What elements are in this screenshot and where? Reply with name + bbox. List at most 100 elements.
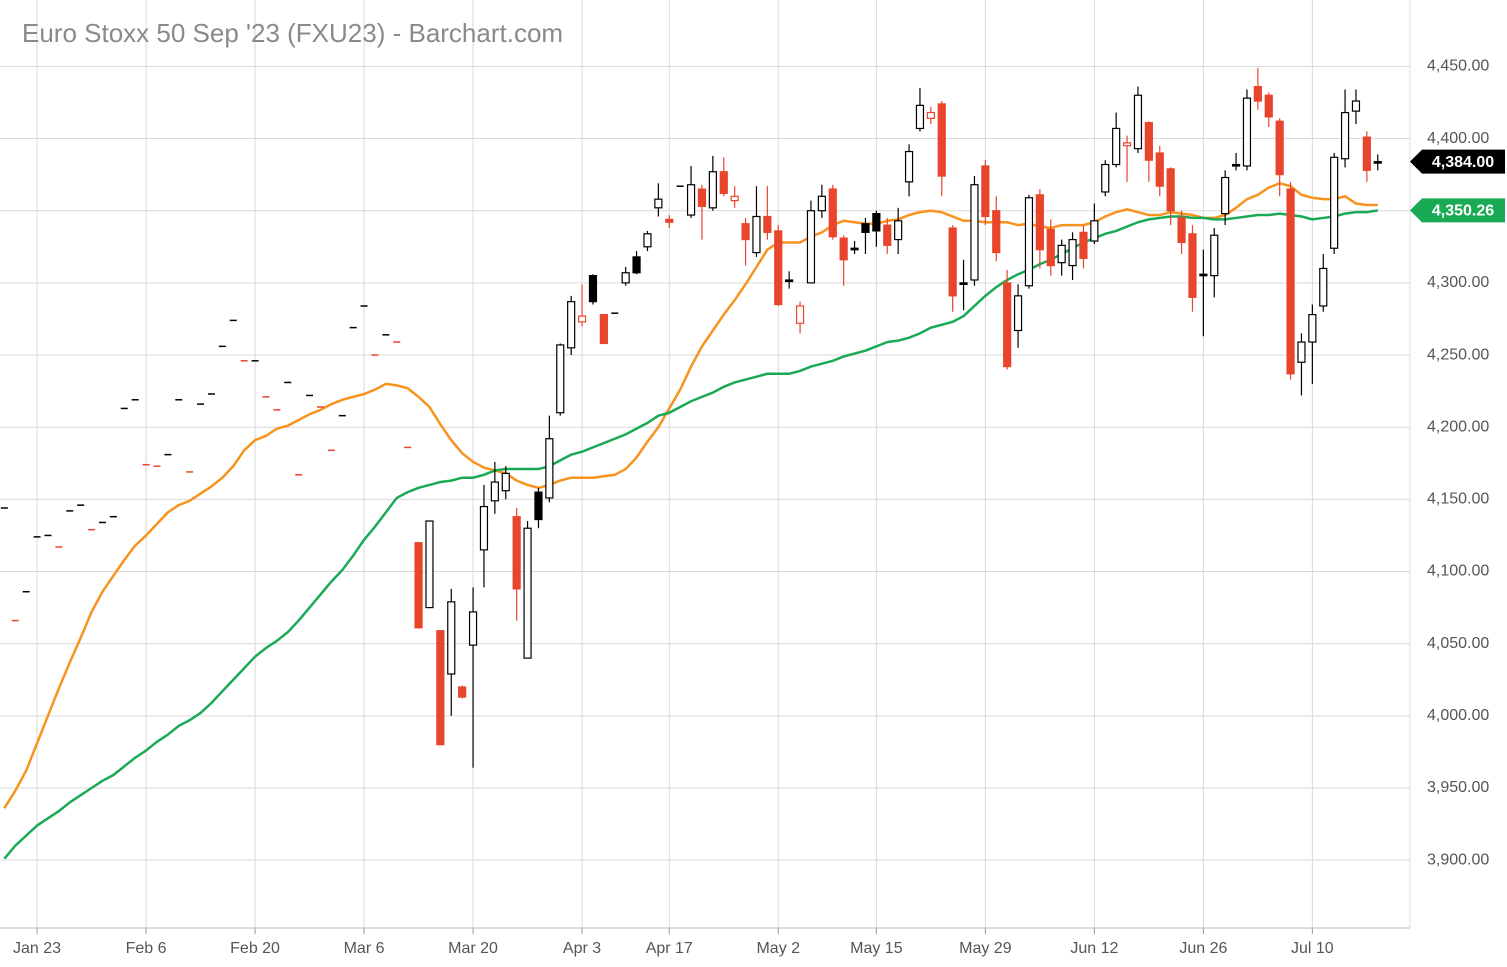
candle-body (665, 218, 674, 223)
candle-body (490, 481, 499, 502)
x-tick-label: Mar 20 (448, 940, 498, 957)
candle-body (937, 103, 946, 177)
plot (0, 67, 1382, 860)
candle-body (1122, 142, 1132, 147)
candle-body (708, 171, 717, 209)
line-series (3, 209, 1378, 860)
candle-body (534, 491, 543, 521)
candle-body (588, 275, 598, 303)
y-tick-label: 4,200.00 (1427, 418, 1489, 435)
candle-body (1068, 238, 1077, 267)
y-tick-label: 4,100.00 (1427, 563, 1489, 580)
candle-body (774, 230, 783, 306)
candle-body (643, 233, 652, 248)
candle-body (1253, 85, 1262, 102)
candle-body (414, 542, 423, 629)
candle-body (719, 171, 728, 194)
candle-body (654, 198, 663, 209)
price-tag (1410, 198, 1505, 223)
candle-body (1199, 273, 1208, 277)
candle-body (730, 195, 739, 202)
candle-body (599, 314, 608, 345)
x-tick-label: May 15 (850, 940, 903, 957)
x-tick-label: Mar 6 (344, 940, 385, 957)
candle-body (1286, 188, 1295, 375)
candle-body (1079, 231, 1088, 259)
candle-body (1308, 314, 1317, 343)
candle-body (479, 505, 489, 551)
grid (0, 0, 1411, 934)
y-tick-label: 4,450.00 (1427, 58, 1489, 75)
candle-body (1188, 233, 1197, 298)
x-tick-label: Apr 3 (563, 940, 601, 957)
candle-body (904, 150, 914, 183)
candle-body (806, 210, 816, 284)
candle-body (1319, 267, 1328, 307)
candle-body (850, 247, 859, 251)
candle-body (1231, 163, 1241, 167)
candle-body (1340, 111, 1350, 160)
candle-body (970, 184, 979, 281)
candle-body (1275, 120, 1284, 176)
candle-body (1330, 156, 1339, 249)
candle-body (763, 215, 772, 233)
candle-body (1057, 244, 1066, 264)
candle-body (839, 237, 848, 261)
candle-body (1297, 341, 1306, 363)
candle-body (872, 212, 881, 232)
x-tick-label: May 29 (959, 940, 1012, 957)
candle-body (425, 520, 434, 609)
candle-body (1144, 122, 1153, 161)
y-tick-label: 4,050.00 (1427, 635, 1489, 652)
candle-body (1112, 127, 1121, 166)
candle-body (752, 215, 761, 254)
candle-body (992, 210, 1001, 254)
candle-body (1133, 94, 1143, 150)
x-tick-label: Feb 20 (230, 940, 280, 957)
candle-body (468, 611, 478, 646)
candle-body (883, 224, 892, 246)
candle-body (1090, 220, 1099, 242)
candle-body (948, 227, 957, 297)
candle-body (1177, 217, 1186, 244)
candle-body (861, 223, 870, 233)
candle-body (632, 256, 641, 274)
x-tick-label: Jan 23 (13, 940, 61, 957)
candle-body (817, 195, 826, 212)
y-tick-label: 4,000.00 (1427, 707, 1489, 724)
candle-body (1242, 97, 1252, 167)
candle-body (1101, 163, 1110, 193)
chart-title: Euro Stoxx 50 Sep '23 (FXU23) - Barchart… (22, 18, 563, 48)
candle-body (1373, 161, 1382, 164)
price-tag (1410, 149, 1505, 174)
x-tick-label: Jun 26 (1179, 940, 1227, 957)
candle-body (1024, 197, 1034, 287)
candle-body (1351, 100, 1361, 112)
candle-body (458, 686, 467, 698)
line-series (3, 181, 1378, 809)
candle-body (567, 301, 576, 349)
candle-body (577, 315, 587, 323)
candle-body (501, 472, 510, 492)
candle-body (436, 630, 445, 746)
y-tick-label: 3,950.00 (1427, 779, 1489, 796)
candle-body (1003, 282, 1012, 368)
price-tag-label: 4,350.26 (1432, 203, 1494, 220)
y-tick-label: 3,900.00 (1427, 851, 1489, 868)
y-tick-label: 4,400.00 (1427, 130, 1489, 147)
candle-body (959, 282, 968, 285)
x-tick-label: Feb 6 (126, 940, 167, 957)
candle-body (981, 165, 990, 218)
candle-body (795, 305, 805, 324)
candle-body (828, 188, 837, 238)
candle-body (512, 516, 521, 590)
candle-body (1210, 234, 1219, 277)
candle-body (915, 104, 925, 130)
y-tick-label: 4,150.00 (1427, 491, 1489, 508)
candle-body (1362, 136, 1371, 171)
candle-body (1013, 295, 1023, 332)
candle-body (556, 344, 565, 414)
x-tick-label: Apr 17 (646, 940, 693, 957)
candle-body (621, 272, 630, 284)
candle-body (785, 279, 794, 283)
